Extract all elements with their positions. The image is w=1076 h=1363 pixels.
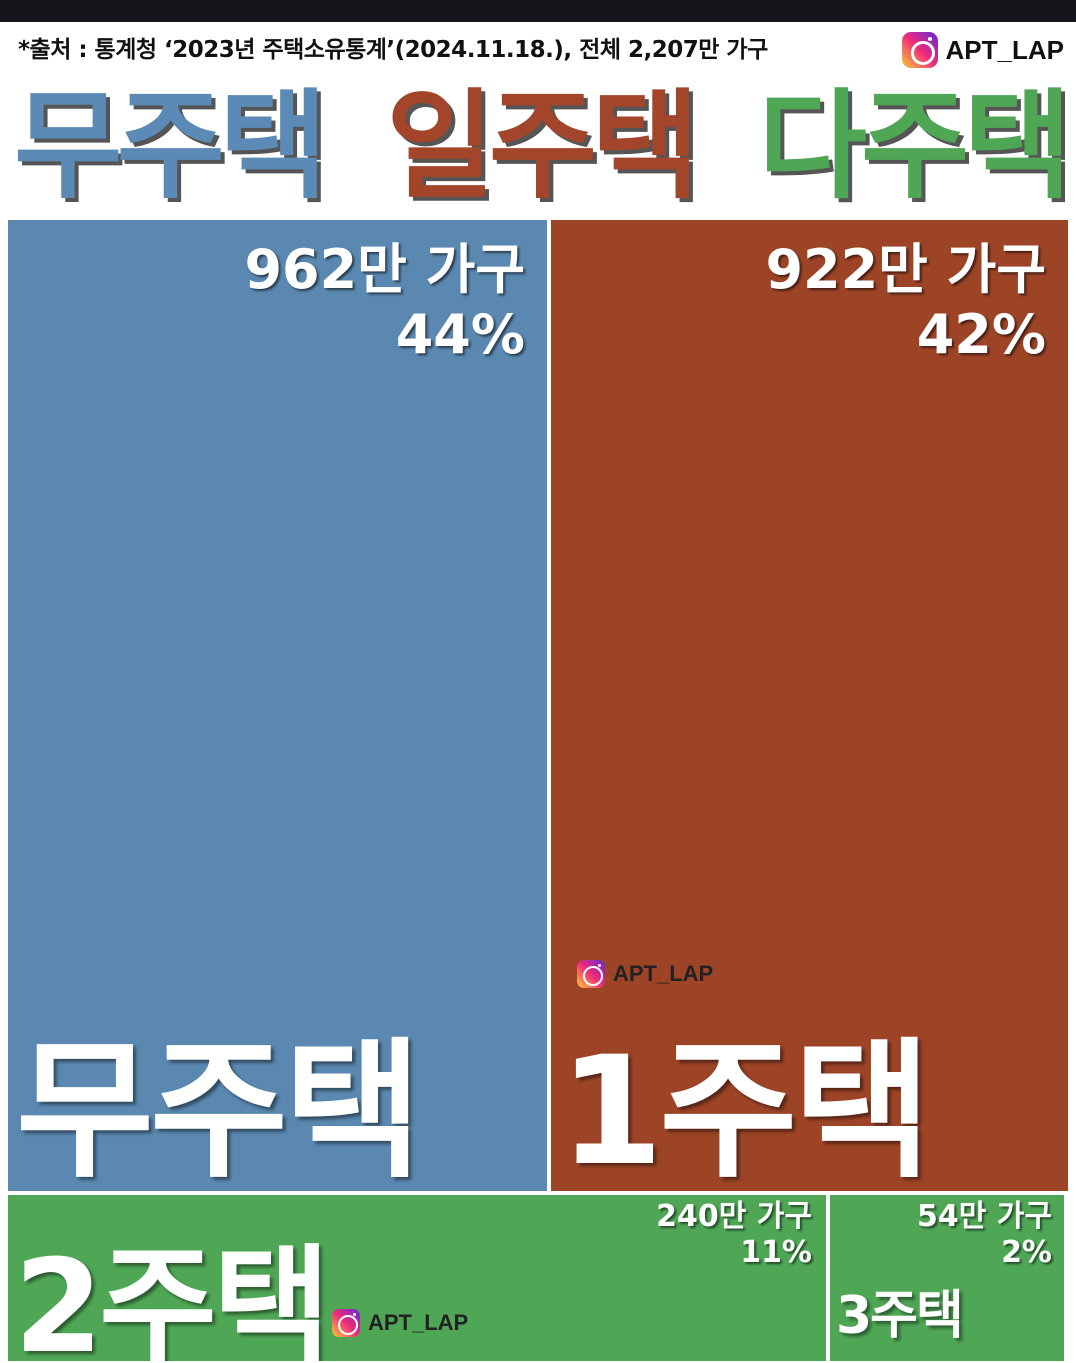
- cell-count: 962만 가구: [244, 238, 525, 301]
- cell-category-label: 2주택: [14, 1233, 331, 1363]
- cell-percent: 11%: [740, 1235, 812, 1270]
- headline: 무주택 일주택 다주택: [14, 77, 1072, 215]
- watermark-handle: APT_LAP: [368, 1310, 469, 1335]
- cell-percent: 2%: [1001, 1235, 1052, 1270]
- treemap-cell-three-house: 54만 가구 2% 3주택: [828, 1193, 1066, 1363]
- brand-handle: APT_LAP: [945, 34, 1064, 65]
- brand-badge: APT_LAP: [901, 32, 1064, 68]
- cell-category-label: 3주택: [836, 1286, 964, 1346]
- treemap-cell-no-house: 962만 가구 44% 무주택: [6, 218, 549, 1193]
- cell-category-label: 1주택: [559, 1025, 931, 1193]
- headline-multi-house: 다주택: [758, 77, 1072, 215]
- top-bar: [0, 0, 1076, 22]
- watermark-handle: APT_LAP: [613, 961, 714, 986]
- watermark: APT_LAP: [577, 960, 713, 988]
- cell-count: 54만 가구: [917, 1199, 1052, 1234]
- instagram-icon: [577, 960, 605, 988]
- cell-value-label: 240만 가구 11%: [656, 1199, 812, 1271]
- cell-value-label: 54만 가구 2%: [917, 1199, 1052, 1271]
- cell-percent: 42%: [916, 302, 1046, 366]
- cell-value-label: 962만 가구 44%: [244, 238, 525, 368]
- source-note: *출처 : 통계청 ‘2023년 주택소유통계’(2024.11.18.), 전…: [18, 37, 768, 63]
- treemap-cell-four-house: 4: [1066, 1281, 1070, 1363]
- headline-no-house: 무주택: [14, 77, 328, 215]
- cell-count: 240만 가구: [656, 1199, 812, 1234]
- treemap-cell-two-house: 240만 가구 11% 2주택: [6, 1193, 828, 1363]
- headline-one-house: 일주택: [386, 77, 700, 215]
- instagram-icon: [332, 1309, 360, 1337]
- cell-category-label: 무주택: [16, 1025, 422, 1193]
- treemap-cell-one-house: 922만 가구 42% 1주택: [549, 218, 1070, 1193]
- cell-percent: 44%: [395, 302, 525, 366]
- treemap-cell-five-house: 5: [1066, 1193, 1070, 1281]
- cell-value-label: 922만 가구 42%: [765, 238, 1046, 368]
- watermark: APT_LAP: [332, 1309, 468, 1337]
- treemap-chart: 962만 가구 44% 무주택 922만 가구 42% 1주택 240만 가구 11% 2주택 5…: [0, 218, 1076, 1363]
- cell-count: 922만 가구: [765, 238, 1046, 301]
- instagram-icon: [901, 32, 938, 68]
